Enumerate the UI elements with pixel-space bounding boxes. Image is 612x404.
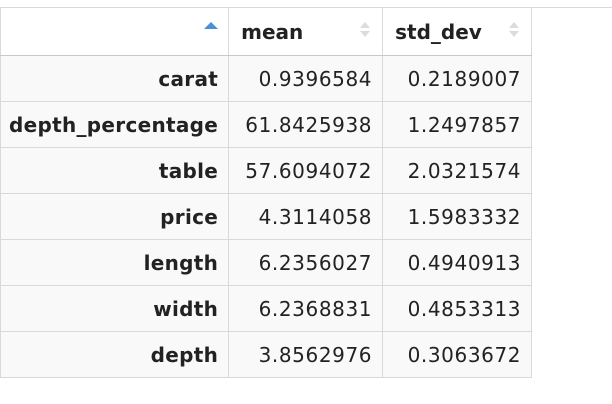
table-row[interactable]: length 6.2356027 0.4940913 — [0, 239, 533, 286]
table-row[interactable]: width 6.2368831 0.4853313 — [0, 285, 533, 332]
cell-mean: 4.3114058 — [228, 193, 384, 240]
cell-std-dev: 2.0321574 — [382, 147, 533, 194]
row-name: carat — [0, 55, 230, 102]
row-name: width — [0, 285, 230, 332]
table-row[interactable]: carat 0.9396584 0.2189007 — [0, 55, 533, 102]
sort-both-icon[interactable] — [509, 20, 520, 40]
row-name: length — [0, 239, 230, 286]
cell-std-dev: 0.4853313 — [382, 285, 533, 332]
cell-mean: 6.2356027 — [228, 239, 384, 286]
cell-std-dev: 0.4940913 — [382, 239, 533, 286]
column-header-rownames[interactable] — [0, 7, 230, 56]
table-header: mean std_dev — [0, 7, 533, 56]
table-body: carat 0.9396584 0.2189007 depth_percenta… — [0, 55, 533, 378]
column-header-mean[interactable]: mean — [228, 7, 384, 56]
cell-mean: 61.8425938 — [228, 101, 384, 148]
table-row[interactable]: depth_percentage 61.8425938 1.2497857 — [0, 101, 533, 148]
sort-both-icon[interactable] — [360, 20, 371, 40]
sort-ascending-icon[interactable] — [204, 22, 219, 29]
cell-std-dev: 1.5983332 — [382, 193, 533, 240]
column-header-label: mean — [241, 19, 304, 44]
cell-std-dev: 0.3063672 — [382, 331, 533, 378]
cell-mean: 0.9396584 — [228, 55, 384, 102]
column-header-std-dev[interactable]: std_dev — [382, 7, 533, 56]
cell-mean: 6.2368831 — [228, 285, 384, 332]
cell-std-dev: 1.2497857 — [382, 101, 533, 148]
cell-mean: 3.8562976 — [228, 331, 384, 378]
table-row[interactable]: depth 3.8562976 0.3063672 — [0, 331, 533, 378]
row-name: price — [0, 193, 230, 240]
row-name: depth — [0, 331, 230, 378]
data-table: mean std_dev carat 0.9396584 0.2189007 d… — [0, 7, 533, 378]
table-row[interactable]: price 4.3114058 1.5983332 — [0, 193, 533, 240]
table-row[interactable]: table 57.6094072 2.0321574 — [0, 147, 533, 194]
header-row: mean std_dev — [0, 7, 533, 56]
row-name: table — [0, 147, 230, 194]
row-name: depth_percentage — [0, 101, 230, 148]
cell-std-dev: 0.2189007 — [382, 55, 533, 102]
cell-mean: 57.6094072 — [228, 147, 384, 194]
column-header-label: std_dev — [395, 19, 482, 44]
